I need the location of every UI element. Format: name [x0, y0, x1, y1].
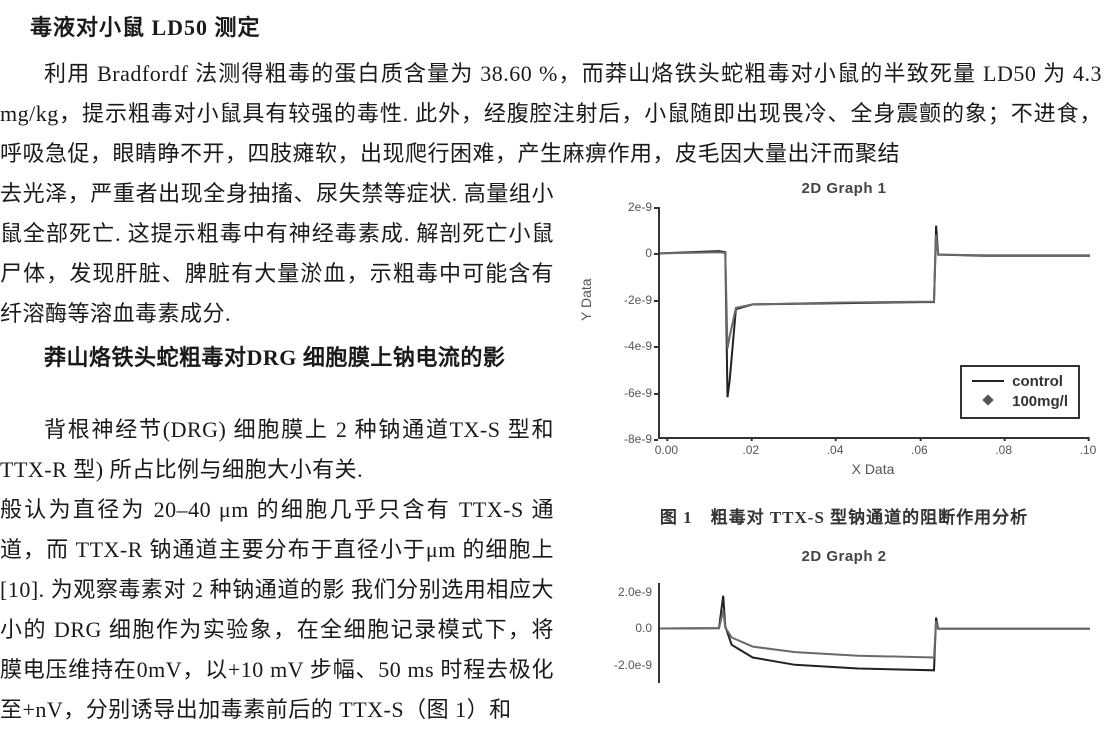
right-column: 2D Graph 1 Y Data control 100mg/l X Data … [560, 174, 1108, 689]
chart1-series-100mg/l [660, 235, 1090, 349]
chart2-series-control [660, 596, 1090, 671]
legend-swatch [972, 400, 1004, 402]
chart1-ytick: -6e-9 [602, 386, 652, 400]
legend-row: 100mg/l [972, 391, 1068, 411]
chart1-xtick: .04 [827, 443, 844, 457]
chart2-series-100mg/l [660, 610, 1090, 657]
chart1-ytick: -2e-9 [602, 293, 652, 307]
paragraph-left-2b: 般认为直径为 20–40 μm 的细胞几乎只含有 TTX-S 通道，而 TTX-… [0, 490, 560, 730]
chart1-ytick: 0 [602, 246, 652, 260]
paragraph-left-2a: 背根神经节(DRG) 细胞膜上 2 种钠通道TX-S 型和 TTX-R 型) 所… [0, 410, 560, 490]
section-heading-1: 毒液对小鼠 LD50 测定 [0, 10, 1108, 42]
chart1-xtick: .02 [742, 443, 759, 457]
chart2-ytick: -2.0e-9 [610, 658, 652, 672]
chart1-plot-area: control 100mg/l [658, 207, 1088, 439]
chart1-xtick: 0.00 [655, 443, 678, 457]
chart1-xlabel: X Data [658, 461, 1088, 477]
chart1-xtick: .10 [1080, 443, 1097, 457]
chart2: 2.0e-9 0.0 -2.0e-9 [580, 579, 1108, 689]
legend-label: 100mg/l [1012, 393, 1068, 410]
legend-swatch [972, 380, 1004, 382]
chart1-xtick: .06 [911, 443, 928, 457]
chart2-traces [660, 583, 1090, 683]
paragraph-full: 利用 Bradfordf 法测得粗毒的蛋白质含量为 38.60 %，而莽山烙铁头… [0, 54, 1108, 174]
chart1-ylabel: Y Data [578, 278, 594, 321]
chart1-legend: control 100mg/l [960, 365, 1080, 419]
left-column: 去光泽，严重者出现全身抽搐、尿失禁等症状. 高量组小鼠全部死亡. 这提示粗毒中有… [0, 174, 560, 730]
chart2-ytick: 0.0 [610, 621, 652, 635]
chart1-title: 2D Graph 1 [580, 180, 1108, 197]
chart1-ytick: -8e-9 [602, 432, 652, 446]
legend-label: control [1012, 373, 1063, 390]
chart2-ytick: 2.0e-9 [610, 585, 652, 599]
chart1-xtick: .08 [995, 443, 1012, 457]
chart1: Y Data control 100mg/l X Data 2e-9 0 -2e-9 -… [580, 203, 1108, 493]
figure1-caption: 图 1 粗毒对 TTX-S 型钠通道的阻断作用分析 [580, 503, 1108, 528]
chart2-title: 2D Graph 2 [580, 548, 1108, 565]
chart1-ytick: 2e-9 [602, 200, 652, 214]
legend-row: control [972, 371, 1068, 391]
paragraph-left-1: 去光泽，严重者出现全身抽搐、尿失禁等症状. 高量组小鼠全部死亡. 这提示粗毒中有… [0, 174, 560, 334]
chart1-ytick: -4e-9 [602, 339, 652, 353]
section-heading-2: 莽山烙铁头蛇粗毒对DRG 细胞膜上钠电流的影 [0, 338, 560, 378]
chart2-plot-area [658, 583, 1088, 683]
